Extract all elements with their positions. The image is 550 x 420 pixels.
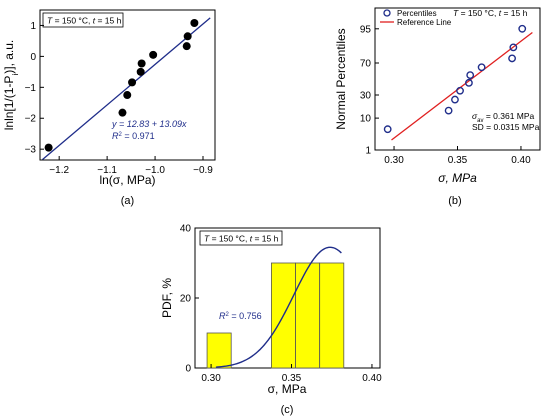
chart-a-y-tick-label: −3 xyxy=(25,145,37,156)
chart-b-condition: T = 150 °C, t = 15 h xyxy=(453,8,528,18)
chart-c-fit-r2: R2 = 0.756 xyxy=(219,311,262,321)
chart-b-panel-label: (b) xyxy=(448,195,461,207)
chart-a-y-ticks: −3 −2 −1 0 1 xyxy=(25,21,44,156)
chart-a-fit-equation: y = 12.83 + 13.09x xyxy=(111,119,187,129)
chart-c-x-tick-label: 0.40 xyxy=(362,373,382,384)
chart-a-point xyxy=(183,32,192,41)
chart-b-x-tick-label: 0.40 xyxy=(511,155,531,166)
chart-c-x-tick-label: 0.30 xyxy=(201,373,221,384)
chart-b-point xyxy=(508,54,516,63)
chart-c-panel-label: (c) xyxy=(281,404,294,416)
chart-a-x-ticks: −1.2 −1.1 −1.0 −0.9 xyxy=(49,156,213,176)
chart-a-point xyxy=(149,50,158,59)
chart-c-x-ticks: 0.30 0.35 0.40 xyxy=(201,364,382,384)
chart-a-point xyxy=(136,67,145,76)
chart-a-point xyxy=(118,108,127,117)
chart-b-y-tick-label: 95 xyxy=(360,24,372,35)
chart-a-y-tick-label: 0 xyxy=(30,52,36,63)
chart-c-bar xyxy=(319,262,345,369)
chart-b-point xyxy=(451,95,459,104)
chart-a-fit-r2: R2 = 0.971 xyxy=(112,131,155,141)
chart-b-y-tick-label: 30 xyxy=(360,91,372,102)
chart-c-y-tick-label: 0 xyxy=(185,364,191,375)
chart-a-x-label: ln(σ, MPa) xyxy=(99,173,155,187)
chart-c: T = 150 °C, t = 15 h 0.30 0.35 0.40 02040 … xyxy=(160,224,382,417)
chart-b-legend-marker xyxy=(383,9,391,17)
chart-b-sd: SD = 0.0315 MPa xyxy=(472,122,540,132)
chart-c-y-ticks: 0 20 40 xyxy=(180,224,199,375)
chart-a-y-tick-label: 1 xyxy=(30,21,36,32)
chart-b-legend-reference: Reference Line xyxy=(397,18,452,27)
chart-a-condition-box xyxy=(42,12,124,28)
chart-c-fit-curve xyxy=(215,246,342,368)
chart-b-x-label: σ, MPa xyxy=(438,171,477,185)
chart-b-y-tick-label: 70 xyxy=(360,58,372,69)
chart-b-y-label: Normal Percentiles xyxy=(334,28,348,129)
chart-c-x-label: σ, MPa xyxy=(268,382,307,396)
chart-c-x-tick-label: 0.35 xyxy=(282,373,302,384)
chart-a-y-label: lnln[1/(1-Pi)], a.u. xyxy=(2,40,20,131)
chart-b-point xyxy=(509,43,518,52)
chart-a-point xyxy=(44,143,53,152)
chart-c-condition-box xyxy=(199,230,283,246)
chart-a-points xyxy=(44,18,199,152)
chart-b-y-tick-label: 10 xyxy=(360,114,372,125)
chart-b-reference-line xyxy=(391,31,533,141)
chart-a-point xyxy=(182,42,191,51)
chart-c-y-tick-label: 20 xyxy=(180,294,192,305)
chart-a-frame xyxy=(39,9,216,161)
chart-b-mean: σav = 0.361 MPa xyxy=(472,111,535,124)
chart-b-point xyxy=(383,125,392,134)
chart-a-point xyxy=(190,18,199,27)
chart-b-point xyxy=(456,86,464,95)
chart-a-point xyxy=(137,59,146,68)
chart-a-fit xyxy=(41,17,211,161)
chart-a-point xyxy=(123,91,132,100)
chart-a-condition: T = 150 °C, t = 15 h xyxy=(47,16,122,26)
chart-c-bar xyxy=(295,262,321,369)
chart-b-y-ticks: 1 10 30 70 95 xyxy=(360,24,379,157)
chart-b-point xyxy=(444,106,453,115)
chart-b-point xyxy=(518,24,527,33)
chart-b: 0.30 0.35 0.40 1 10 30 70 95 Percentiles Refer… xyxy=(334,7,541,207)
chart-b-x-tick-label: 0.35 xyxy=(448,155,468,166)
chart-b-points xyxy=(383,24,527,134)
chart-b-legend-percentiles: Percentiles xyxy=(397,9,437,18)
chart-a-y-tick-label: −2 xyxy=(25,114,37,125)
chart-b-point xyxy=(465,78,473,87)
chart-a: T = 150 °C, t = 15 h −1.2 −1.1 −1.0 −0.9 −3… xyxy=(2,9,216,207)
chart-c-fit xyxy=(215,246,342,368)
chart-a-fit-line xyxy=(41,17,211,161)
chart-a-point xyxy=(128,78,137,87)
chart-b-x-ticks: 0.30 0.35 0.40 xyxy=(384,146,531,166)
chart-c-condition: T = 150 °C, t = 15 h xyxy=(204,234,279,244)
chart-a-x-tick-label: −1.0 xyxy=(145,165,165,176)
chart-a-panel-label: (a) xyxy=(121,195,134,207)
chart-c-y-tick-label: 40 xyxy=(180,224,192,235)
chart-b-legend: Percentiles Reference Line xyxy=(380,9,452,27)
chart-a-x-tick-label: −1.1 xyxy=(97,165,117,176)
chart-b-point xyxy=(466,71,475,80)
chart-b-point xyxy=(477,63,486,72)
chart-a-x-tick-label: −0.9 xyxy=(193,165,213,176)
chart-b-x-tick-label: 0.30 xyxy=(384,155,404,166)
chart-b-reference-line-path xyxy=(391,31,533,141)
chart-b-y-tick-label: 1 xyxy=(365,146,371,157)
chart-a-y-tick-label: −1 xyxy=(25,83,37,94)
chart-a-x-tick-label: −1.2 xyxy=(49,165,69,176)
chart-c-y-label: PDF, % xyxy=(160,278,174,318)
chart-c-bar xyxy=(206,332,232,369)
